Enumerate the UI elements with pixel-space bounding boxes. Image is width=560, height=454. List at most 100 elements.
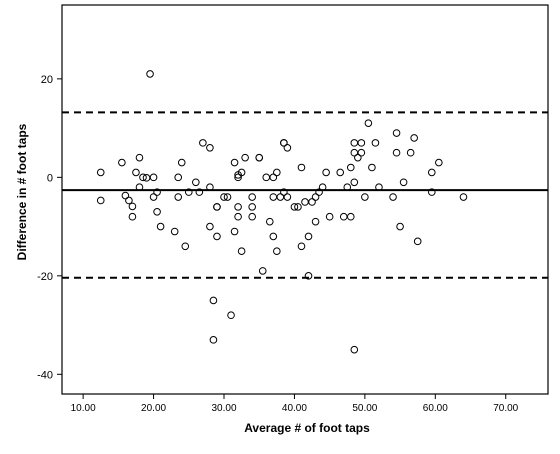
data-point <box>280 139 288 147</box>
data-point <box>389 193 397 201</box>
data-point <box>156 222 165 231</box>
data-point <box>139 173 147 182</box>
data-point <box>311 217 320 226</box>
data-point <box>354 153 362 162</box>
data-point <box>311 193 320 201</box>
x-axis-label: Average # of foot taps <box>244 421 370 435</box>
x-tick-label: 30.00 <box>211 403 236 414</box>
data-point <box>364 119 373 127</box>
data-point <box>184 188 193 196</box>
x-tick-label: 20.00 <box>141 403 166 414</box>
data-point <box>230 158 239 167</box>
data-point <box>396 222 404 231</box>
y-tick-label: -40 <box>37 369 53 381</box>
data-point <box>375 183 383 191</box>
data-point <box>209 296 218 305</box>
data-point <box>304 232 313 241</box>
y-tick-label: -20 <box>37 271 53 283</box>
data-point <box>170 227 179 236</box>
data-point <box>149 193 158 201</box>
x-tick-label: 70.00 <box>493 403 518 414</box>
data-point <box>192 178 200 187</box>
data-point <box>297 163 306 172</box>
x-tick-label: 40.00 <box>282 403 307 414</box>
data-point <box>427 188 436 196</box>
data-point <box>304 272 313 280</box>
data-point <box>234 173 242 182</box>
data-point <box>223 193 232 201</box>
data-point <box>346 212 355 221</box>
data-point <box>269 232 278 241</box>
data-point <box>255 153 264 162</box>
data-point <box>357 148 366 157</box>
x-tick-label: 60.00 <box>423 403 448 414</box>
data-point <box>230 227 239 236</box>
data-point <box>258 267 267 275</box>
data-point <box>209 336 218 344</box>
data-point <box>406 148 415 157</box>
y-tick-label: 20 <box>41 74 53 86</box>
data-point <box>410 134 418 142</box>
data-point <box>346 163 355 172</box>
data-point <box>392 129 401 137</box>
data-point <box>199 139 207 147</box>
data-point <box>265 217 274 226</box>
data-point <box>128 212 137 221</box>
data-point <box>325 212 334 221</box>
data-point <box>121 191 130 200</box>
data-point <box>248 203 256 211</box>
data-point <box>357 139 366 147</box>
data-point <box>125 196 133 205</box>
data-point <box>427 168 436 177</box>
data-point <box>269 173 278 182</box>
plot-frame <box>61 4 549 395</box>
data-point <box>174 173 183 182</box>
data-point <box>315 188 323 196</box>
data-point <box>220 193 228 201</box>
data-point <box>206 143 214 152</box>
data-point <box>153 208 161 216</box>
data-point <box>371 139 380 147</box>
data-point <box>459 193 468 201</box>
data-point <box>297 242 306 251</box>
data-point <box>308 198 316 206</box>
data-point <box>213 232 221 241</box>
data-point <box>128 202 137 211</box>
data-point <box>234 203 242 211</box>
data-point <box>361 193 369 201</box>
data-point <box>413 237 422 246</box>
data-point <box>435 158 443 167</box>
data-point <box>195 188 204 196</box>
data-point <box>96 196 105 205</box>
data-point <box>177 158 186 167</box>
data-point <box>241 153 249 162</box>
data-point <box>149 173 158 182</box>
data-point <box>343 183 352 191</box>
data-point <box>350 345 359 354</box>
data-point <box>336 168 345 177</box>
data-point <box>318 183 327 191</box>
y-tick-label: 0 <box>47 172 53 184</box>
data-point <box>181 242 190 251</box>
data-point <box>350 178 359 187</box>
data-point <box>174 193 183 201</box>
data-point <box>118 158 126 167</box>
data-point <box>273 247 281 256</box>
data-point <box>237 168 246 177</box>
data-point <box>132 168 140 177</box>
data-point <box>294 203 302 211</box>
data-point <box>290 203 299 211</box>
data-point <box>146 70 154 78</box>
data-point <box>392 148 401 157</box>
data-point <box>206 183 214 191</box>
data-point <box>280 188 288 196</box>
data-point <box>227 311 235 320</box>
data-point <box>283 143 292 152</box>
data-point <box>322 168 330 177</box>
data-point <box>248 212 256 221</box>
data-point <box>273 168 281 177</box>
data-point <box>213 203 221 211</box>
data-point <box>399 178 408 187</box>
data-point <box>206 222 214 231</box>
